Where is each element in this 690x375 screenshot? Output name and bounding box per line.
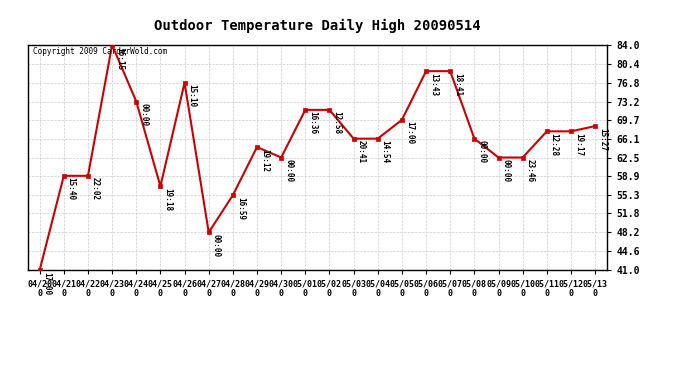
Text: 17:00: 17:00	[43, 272, 52, 295]
Text: 16:36: 16:36	[308, 111, 317, 135]
Text: Outdoor Temperature Daily High 20090514: Outdoor Temperature Daily High 20090514	[154, 19, 481, 33]
Text: 00:00: 00:00	[212, 234, 221, 257]
Text: 23:46: 23:46	[526, 159, 535, 182]
Text: 19:17: 19:17	[574, 133, 583, 156]
Text: 15:10: 15:10	[188, 84, 197, 107]
Text: 18:41: 18:41	[453, 73, 462, 96]
Text: 13:43: 13:43	[429, 73, 438, 96]
Text: 17:00: 17:00	[405, 122, 414, 144]
Text: 12:28: 12:28	[550, 133, 559, 156]
Text: 19:18: 19:18	[164, 188, 172, 211]
Text: 16:15: 16:15	[115, 46, 124, 70]
Text: 20:41: 20:41	[357, 140, 366, 164]
Text: 00:00: 00:00	[284, 159, 293, 182]
Text: 00:00: 00:00	[502, 159, 511, 182]
Text: 15:27: 15:27	[598, 128, 607, 151]
Text: Copyright 2009 CarderWold.com: Copyright 2009 CarderWold.com	[33, 47, 168, 56]
Text: 00:00: 00:00	[477, 140, 486, 164]
Text: 12:58: 12:58	[333, 111, 342, 135]
Text: 15:40: 15:40	[67, 177, 76, 201]
Text: 19:12: 19:12	[260, 148, 269, 172]
Text: 16:59: 16:59	[236, 197, 245, 220]
Text: 22:02: 22:02	[91, 177, 100, 201]
Text: 14:54: 14:54	[381, 140, 390, 164]
Text: 00:00: 00:00	[139, 103, 148, 126]
